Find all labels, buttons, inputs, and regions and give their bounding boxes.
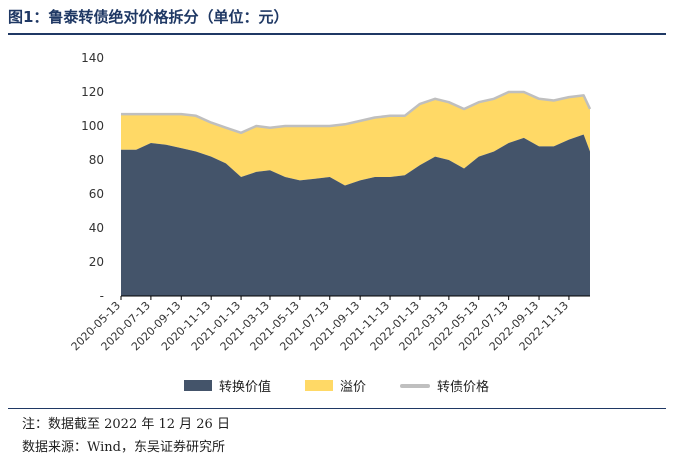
legend-label-conversion-value: 转换价值 [218, 380, 271, 395]
bond-price-line [121, 90, 592, 135]
y-tick-label: 100 [81, 119, 104, 133]
premium-area [121, 92, 590, 186]
conversion-value-area [121, 134, 590, 296]
legend-item-bond-price: 转债价格 [400, 376, 489, 395]
footer-divider [8, 408, 666, 409]
area-chart: -204060801001201402020-05-132020-07-1320… [69, 51, 592, 353]
y-tick-label: 20 [89, 255, 104, 269]
legend-swatch-conversion-value [183, 380, 212, 391]
legend-label-premium: 溢价 [339, 380, 366, 395]
y-tick-label: 80 [89, 153, 104, 167]
legend-label-bond-price: 转债价格 [437, 380, 490, 395]
data-cutoff-note: 注：数据截至 2022 年 12 月 26 日 [22, 417, 230, 432]
legend-swatch-bond-price [400, 383, 430, 388]
chart-legend: 转换价值 溢价 转债价格 [0, 376, 673, 395]
y-tick-label: - [100, 289, 104, 303]
y-tick-label: 40 [89, 221, 104, 235]
title-divider [8, 33, 666, 35]
legend-item-premium: 溢价 [304, 376, 366, 395]
chart-title: 图1：鲁泰转债绝对价格拆分（单位：元） [8, 8, 289, 26]
data-source-note: 数据来源：Wind，东吴证券研究所 [22, 440, 225, 455]
y-tick-label: 140 [81, 51, 104, 65]
plot-area [121, 90, 592, 296]
legend-swatch-premium [304, 380, 333, 391]
y-tick-label: 120 [81, 85, 104, 99]
y-tick-label: 60 [89, 187, 104, 201]
legend-item-conversion-value: 转换价值 [183, 376, 271, 395]
